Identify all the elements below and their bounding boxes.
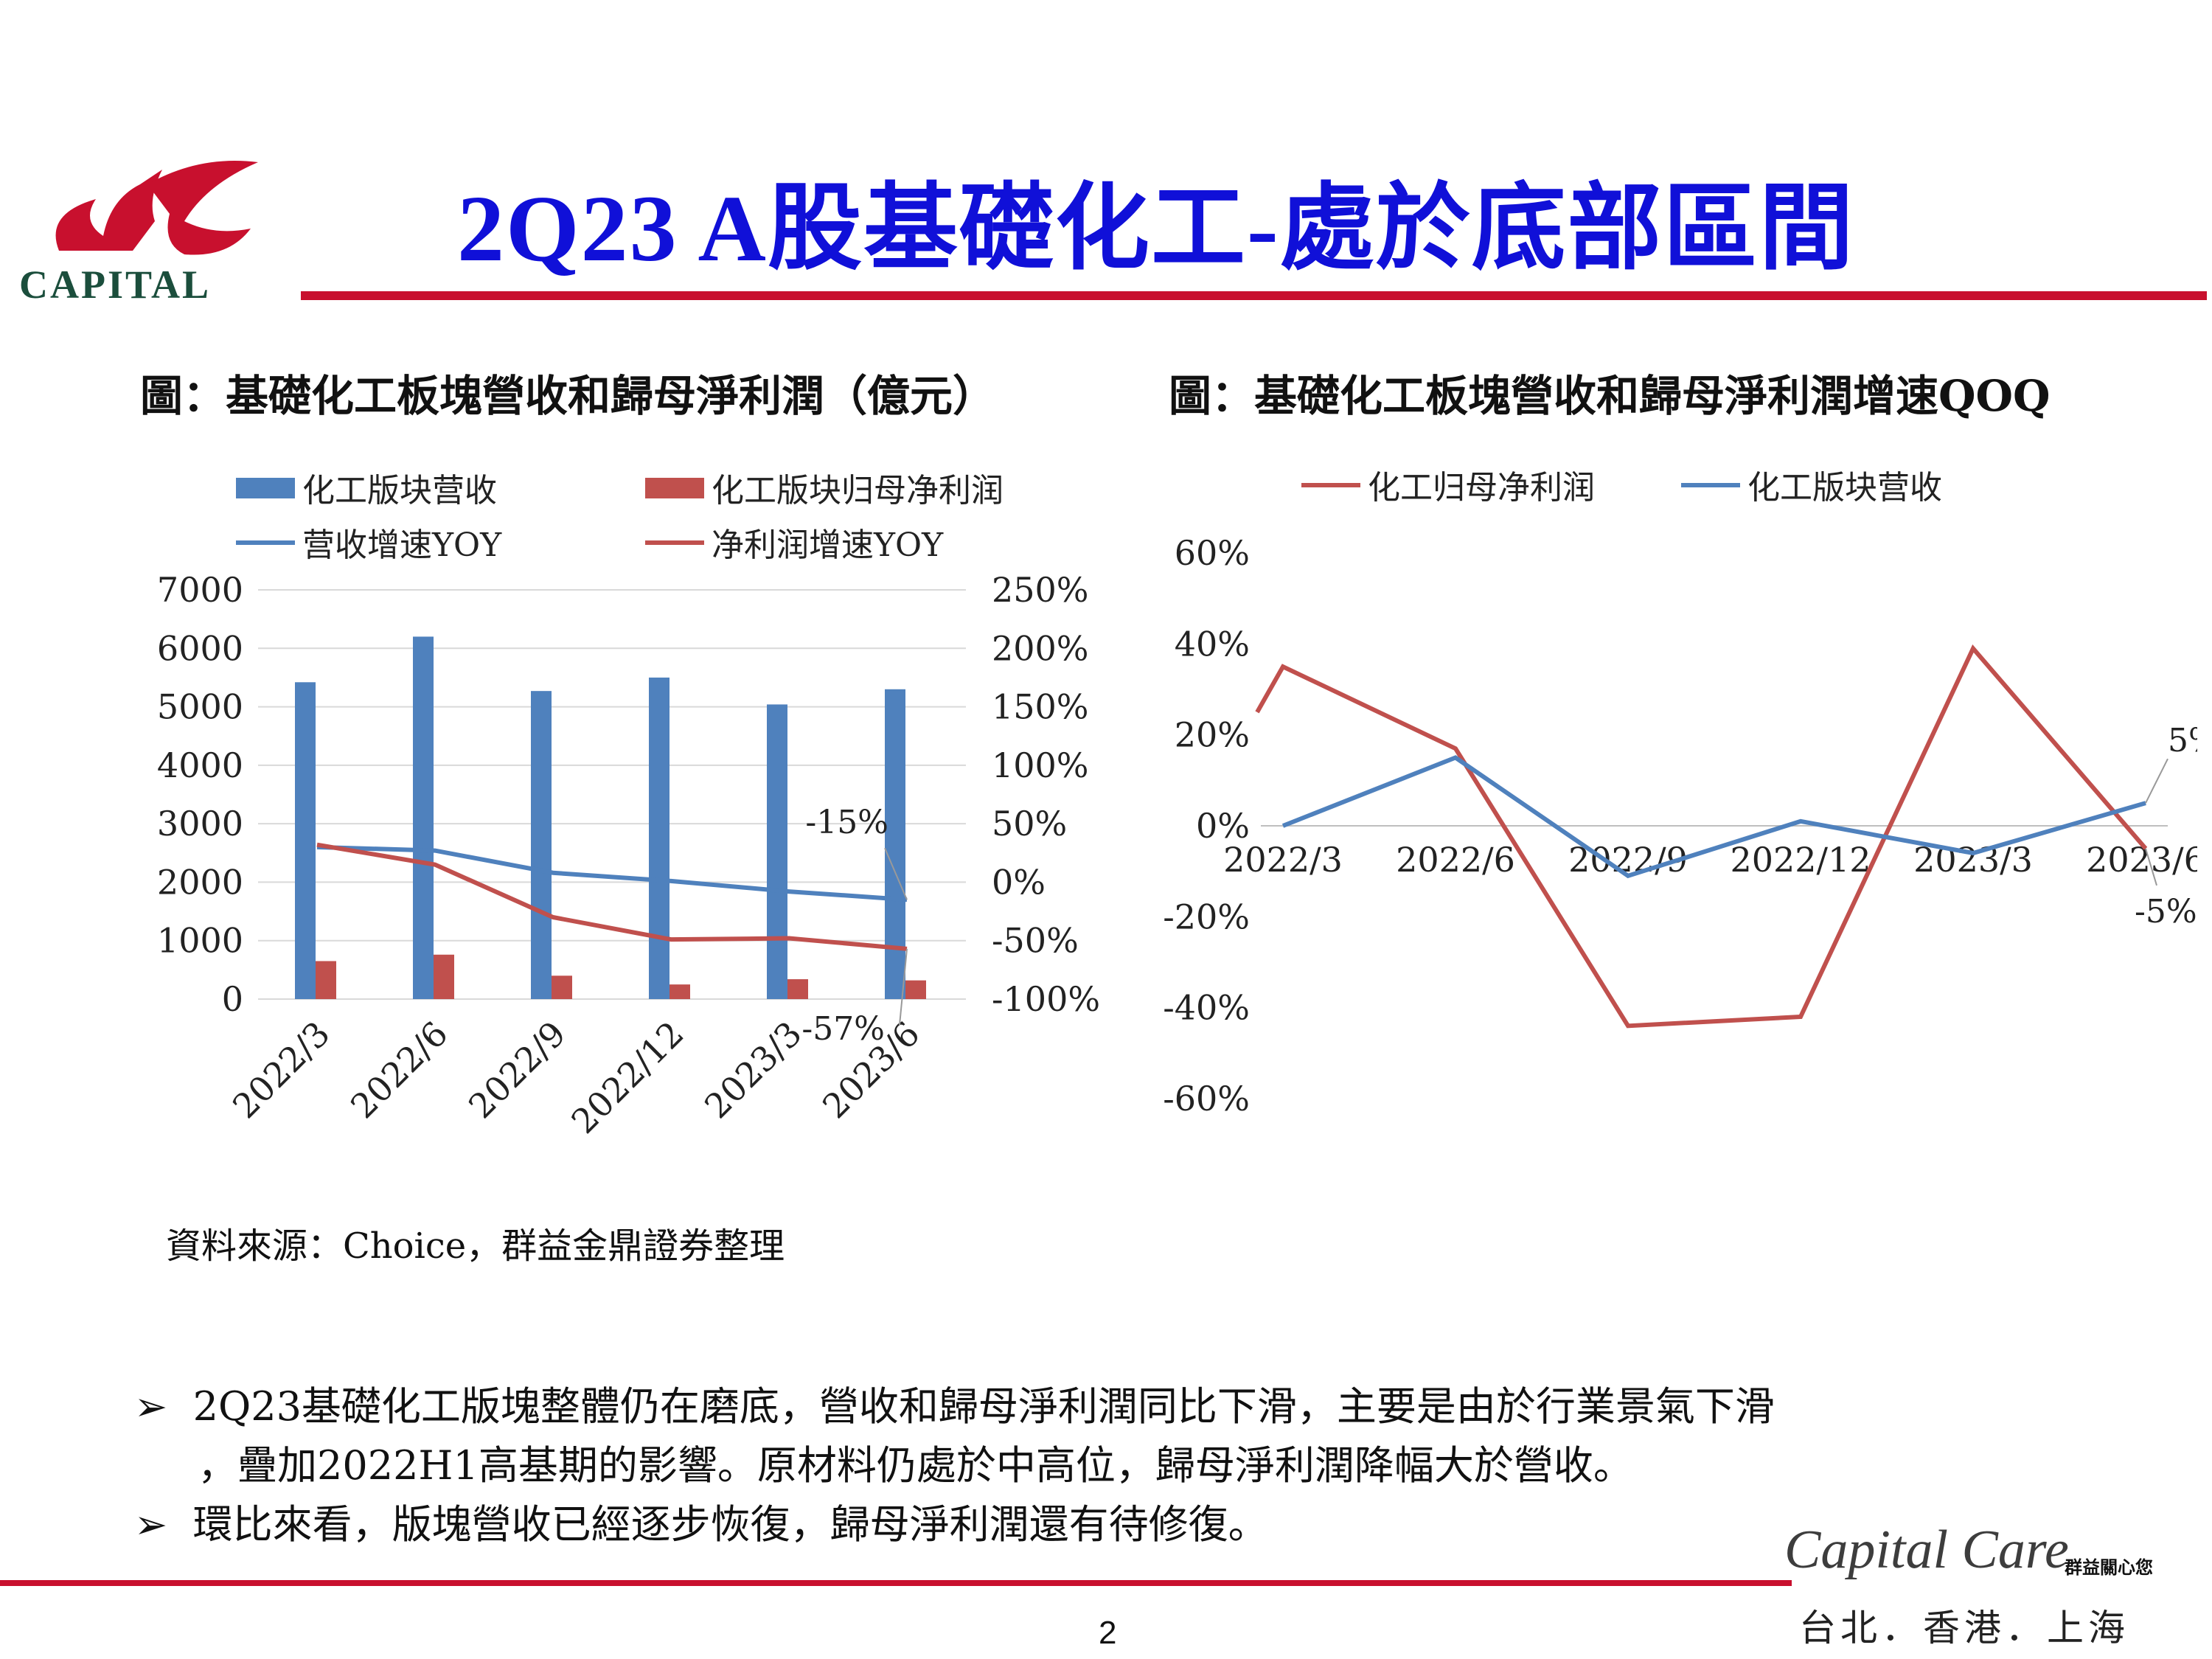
y-tick-label: -40% — [1163, 988, 1250, 1028]
y-tick-label: 60% — [1175, 533, 1250, 573]
y-left-tick-label: 2000 — [157, 862, 243, 902]
y-right-tick-label: -50% — [992, 921, 1079, 961]
annotation-leader — [2145, 758, 2168, 804]
x-tick-label: 2022/12 — [563, 1014, 691, 1141]
legend-label: 化工版块归母净利润 — [712, 472, 1004, 509]
annotation-label: -5% — [2135, 893, 2197, 931]
revenue-yoy-line — [316, 844, 908, 902]
legend-label: 营收增速YOY — [302, 526, 502, 564]
profit-bar — [669, 984, 690, 999]
y-tick-label: 40% — [1175, 624, 1250, 664]
logo-text: CAPITAL — [19, 262, 212, 307]
revenue-bar — [413, 636, 434, 999]
data-source-note: 資料來源：Choice，群益金鼎證券整理 — [166, 1225, 785, 1267]
y-left-tick-label: 7000 — [157, 570, 243, 610]
revenue-profit-chart: 7000 6000 5000 4000 3000 2000 1000 0 250% 200% 150… — [157, 472, 1100, 1141]
page-number: 2 — [1099, 1615, 1117, 1651]
qoq-growth-chart: 60% 40% 20% 0% -20% -40% -60% 2022/3 2022/6 2022/… — [1163, 469, 2197, 1119]
y-left-tick-label: 1000 — [157, 921, 243, 961]
brand-slogan: 群益關心您 — [2065, 1557, 2153, 1578]
legend-label: 化工版块营收 — [302, 472, 497, 509]
x-tick-label: 2023/3 — [697, 1014, 810, 1127]
profit-bar — [787, 979, 808, 999]
annotation-leader — [899, 948, 908, 1026]
y-right-tick-label: 150% — [992, 687, 1089, 727]
annotation-label: -15% — [805, 804, 888, 841]
bullet-point-1: ➢ 2Q23基礎化工版塊整體仍在磨底，營收和歸母淨利潤同比下滑，主要是由於行業景… — [134, 1377, 1775, 1436]
x-tick-label: 2022/12 — [1730, 840, 1871, 880]
legend-label: 净利润增速YOY — [712, 526, 944, 564]
y-right-tick-label: 0% — [992, 862, 1046, 902]
revenue-bar — [531, 691, 552, 999]
profit-yoy-line — [316, 842, 908, 951]
annotation-label: -57% — [801, 1010, 885, 1048]
profit-bar — [434, 954, 454, 999]
bullet-1-continuation: ，疊加2022H1高基期的影響。原材料仍處於中高位，歸母淨利潤降幅大於營收。 — [198, 1442, 1633, 1489]
bullet-arrow-icon: ➢ — [134, 1383, 168, 1430]
y-left-tick-label: 6000 — [157, 628, 243, 668]
y-tick-label: 20% — [1175, 715, 1250, 755]
bullet-2-text: 環比來看，版塊營收已經逐步恢復，歸母淨利潤還有待修復。 — [192, 1501, 1268, 1548]
annotation-leader — [884, 847, 908, 900]
y-left-tick-label: 0 — [222, 979, 243, 1019]
profit-bar — [905, 980, 926, 999]
y-tick-label: 0% — [1196, 806, 1250, 846]
x-tick-label: 2022/9 — [461, 1014, 574, 1127]
bullet-point-2: ➢ 環比來看，版塊營收已經逐步恢復，歸母淨利潤還有待修復。 — [134, 1495, 1268, 1554]
y-left-tick-label: 5000 — [157, 687, 243, 727]
legend-swatch — [236, 478, 295, 498]
y-right-tick-label: 200% — [992, 628, 1089, 668]
revenue-bar — [885, 689, 905, 999]
y-tick-label: -20% — [1163, 897, 1250, 936]
header-divider — [301, 291, 2207, 300]
annotation-leader — [2145, 848, 2157, 886]
x-tick-label: 2022/3 — [1223, 840, 1343, 880]
y-left-tick-label: 4000 — [157, 745, 243, 785]
revenue-bar — [649, 677, 669, 999]
footer-divider — [0, 1580, 1792, 1586]
y-tick-label: -60% — [1163, 1079, 1250, 1119]
legend-label: 化工版块营收 — [1747, 469, 1942, 507]
office-locations: 台北．香港．上海 — [1799, 1607, 2129, 1649]
page-title: 2Q23 A股基礎化工-處於底部區間 — [457, 176, 1855, 281]
x-tick-label: 2022/6 — [1396, 840, 1515, 880]
x-tick-label: 2022/3 — [225, 1014, 338, 1127]
y-right-tick-label: 100% — [992, 745, 1089, 785]
profit-qoq-line — [1255, 644, 2148, 1029]
capital-care-logo: Capital Care — [1784, 1520, 2069, 1580]
y-right-tick-label: -100% — [992, 979, 1100, 1019]
revenue-qoq-line — [1281, 755, 2146, 879]
annotation-label: 5% — [2168, 722, 2197, 759]
profit-bar — [316, 961, 336, 999]
y-right-tick-label: 250% — [992, 570, 1089, 610]
legend-swatch — [645, 478, 704, 498]
left-chart-caption: 圖：基礎化工板塊營收和歸母淨利潤（億元） — [140, 371, 996, 421]
revenue-bar — [767, 704, 787, 999]
legend-label: 化工归母净利润 — [1368, 469, 1595, 507]
y-right-tick-label: 50% — [992, 804, 1067, 844]
bullet-1-text: 2Q23基礎化工版塊整體仍在磨底，營收和歸母淨利潤同比下滑，主要是由於行業景氣下… — [192, 1383, 1775, 1430]
revenue-bar — [295, 682, 316, 999]
bullet-arrow-icon: ➢ — [134, 1501, 168, 1548]
x-tick-label: 2022/6 — [343, 1014, 456, 1127]
y-left-tick-label: 3000 — [157, 804, 243, 844]
profit-bar — [552, 975, 572, 999]
capital-logo — [15, 155, 280, 302]
right-chart-caption: 圖：基礎化工板塊營收和歸母淨利潤增速QOQ — [1169, 371, 2051, 421]
